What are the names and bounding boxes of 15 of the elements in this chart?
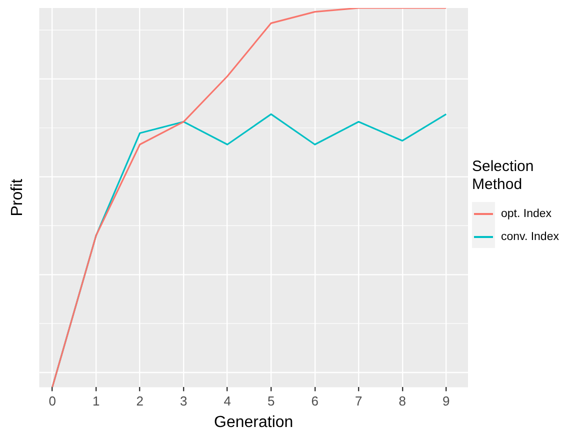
x-tick-label: 2 xyxy=(136,394,144,409)
x-tick-label: 6 xyxy=(311,394,318,409)
x-tick-label: 7 xyxy=(354,394,362,409)
x-tick-label: 9 xyxy=(442,394,450,409)
legend-label: conv. Index xyxy=(501,230,559,242)
y-axis-title: Profit xyxy=(9,178,26,216)
x-tick-label: 5 xyxy=(267,394,275,409)
legend-label: opt. Index xyxy=(501,208,552,220)
x-axis-title: Generation xyxy=(214,414,294,431)
x-tick-label: 3 xyxy=(180,394,188,409)
x-tick-label: 8 xyxy=(398,394,406,409)
x-tick-label: 1 xyxy=(92,394,100,409)
legend-title: Selection Method xyxy=(472,158,535,194)
x-tick-label: 0 xyxy=(48,394,56,409)
x-tick-label: 4 xyxy=(224,394,231,409)
